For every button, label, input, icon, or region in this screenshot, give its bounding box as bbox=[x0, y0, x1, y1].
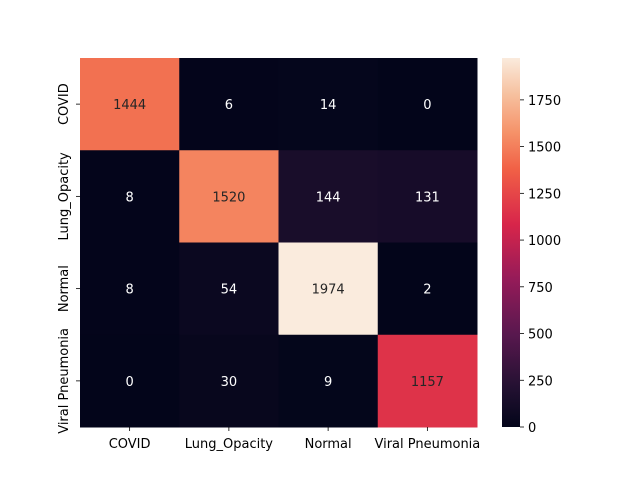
y-tick-label: Normal bbox=[57, 265, 72, 312]
heatmap: 1444 6 14 0 8 1520 144 131 8 54 1974 2 0 30 9 1157 bbox=[80, 58, 478, 428]
x-axis: COVID Lung_Opacity Normal Viral Pneumonia bbox=[109, 427, 480, 452]
y-axis: COVID Lung_Opacity Normal Viral Pneumonia bbox=[57, 83, 80, 434]
heatmap-cell bbox=[377, 242, 478, 336]
heatmap-cell bbox=[377, 334, 478, 428]
heatmap-cell-label: 6 bbox=[225, 98, 233, 113]
x-tick-label: COVID bbox=[109, 437, 151, 452]
heatmap-cell bbox=[179, 242, 279, 336]
y-tick-label: Viral Pneumonia bbox=[57, 328, 72, 434]
colorbar-tick-label: 1500 bbox=[528, 141, 561, 156]
heatmap-cell-label: 131 bbox=[415, 190, 440, 205]
colorbar-tick-label: 1750 bbox=[528, 94, 561, 109]
heatmap-cell bbox=[179, 334, 279, 428]
heatmap-cell-label: 2 bbox=[423, 283, 431, 298]
heatmap-cell bbox=[80, 334, 180, 428]
x-tick-label: Normal bbox=[305, 437, 352, 452]
heatmap-cell bbox=[80, 242, 180, 336]
heatmap-cell bbox=[278, 242, 379, 336]
heatmap-cell-label: 144 bbox=[316, 190, 341, 205]
heatmap-cell-label: 8 bbox=[125, 190, 133, 205]
colorbar-tick-label: 0 bbox=[528, 421, 536, 436]
heatmap-cell-label: 8 bbox=[125, 283, 133, 298]
heatmap-cell-label: 14 bbox=[320, 98, 337, 113]
x-tick-label: Lung_Opacity bbox=[185, 437, 274, 452]
heatmap-cell-label: 0 bbox=[125, 375, 133, 390]
x-tick-label: Viral Pneumonia bbox=[374, 437, 480, 452]
y-tick-label: Lung_Opacity bbox=[57, 152, 72, 241]
heatmap-cell-label: 30 bbox=[221, 375, 238, 390]
heatmap-cell-label: 54 bbox=[221, 283, 238, 298]
colorbar-tick-label: 1250 bbox=[528, 187, 561, 202]
heatmap-cell-label: 9 bbox=[324, 375, 332, 390]
heatmap-cell-label: 1520 bbox=[212, 190, 245, 205]
colorbar-tick-label: 1000 bbox=[528, 234, 561, 249]
heatmap-cell bbox=[278, 334, 379, 428]
colorbar-tick-label: 750 bbox=[528, 281, 553, 296]
heatmap-cell-label: 0 bbox=[423, 98, 431, 113]
y-tick-label: COVID bbox=[57, 83, 72, 125]
colorbar: 0 250 500 750 1000 1250 1500 1750 bbox=[502, 58, 561, 436]
heatmap-cell bbox=[80, 150, 180, 243]
heatmap-cell bbox=[179, 150, 279, 243]
heatmap-cell bbox=[377, 150, 478, 243]
colorbar-gradient bbox=[502, 58, 520, 427]
heatmap-cell-label: 1974 bbox=[312, 283, 345, 298]
heatmap-cell-label: 1444 bbox=[113, 98, 146, 113]
colorbar-tick-label: 500 bbox=[528, 328, 553, 343]
heatmap-cell bbox=[179, 58, 279, 151]
heatmap-cell-label: 1157 bbox=[411, 375, 444, 390]
heatmap-cell bbox=[377, 58, 478, 151]
heatmap-cell bbox=[278, 58, 379, 151]
colorbar-tick-label: 250 bbox=[528, 374, 553, 389]
heatmap-cell bbox=[278, 150, 379, 243]
heatmap-cell bbox=[80, 58, 180, 151]
